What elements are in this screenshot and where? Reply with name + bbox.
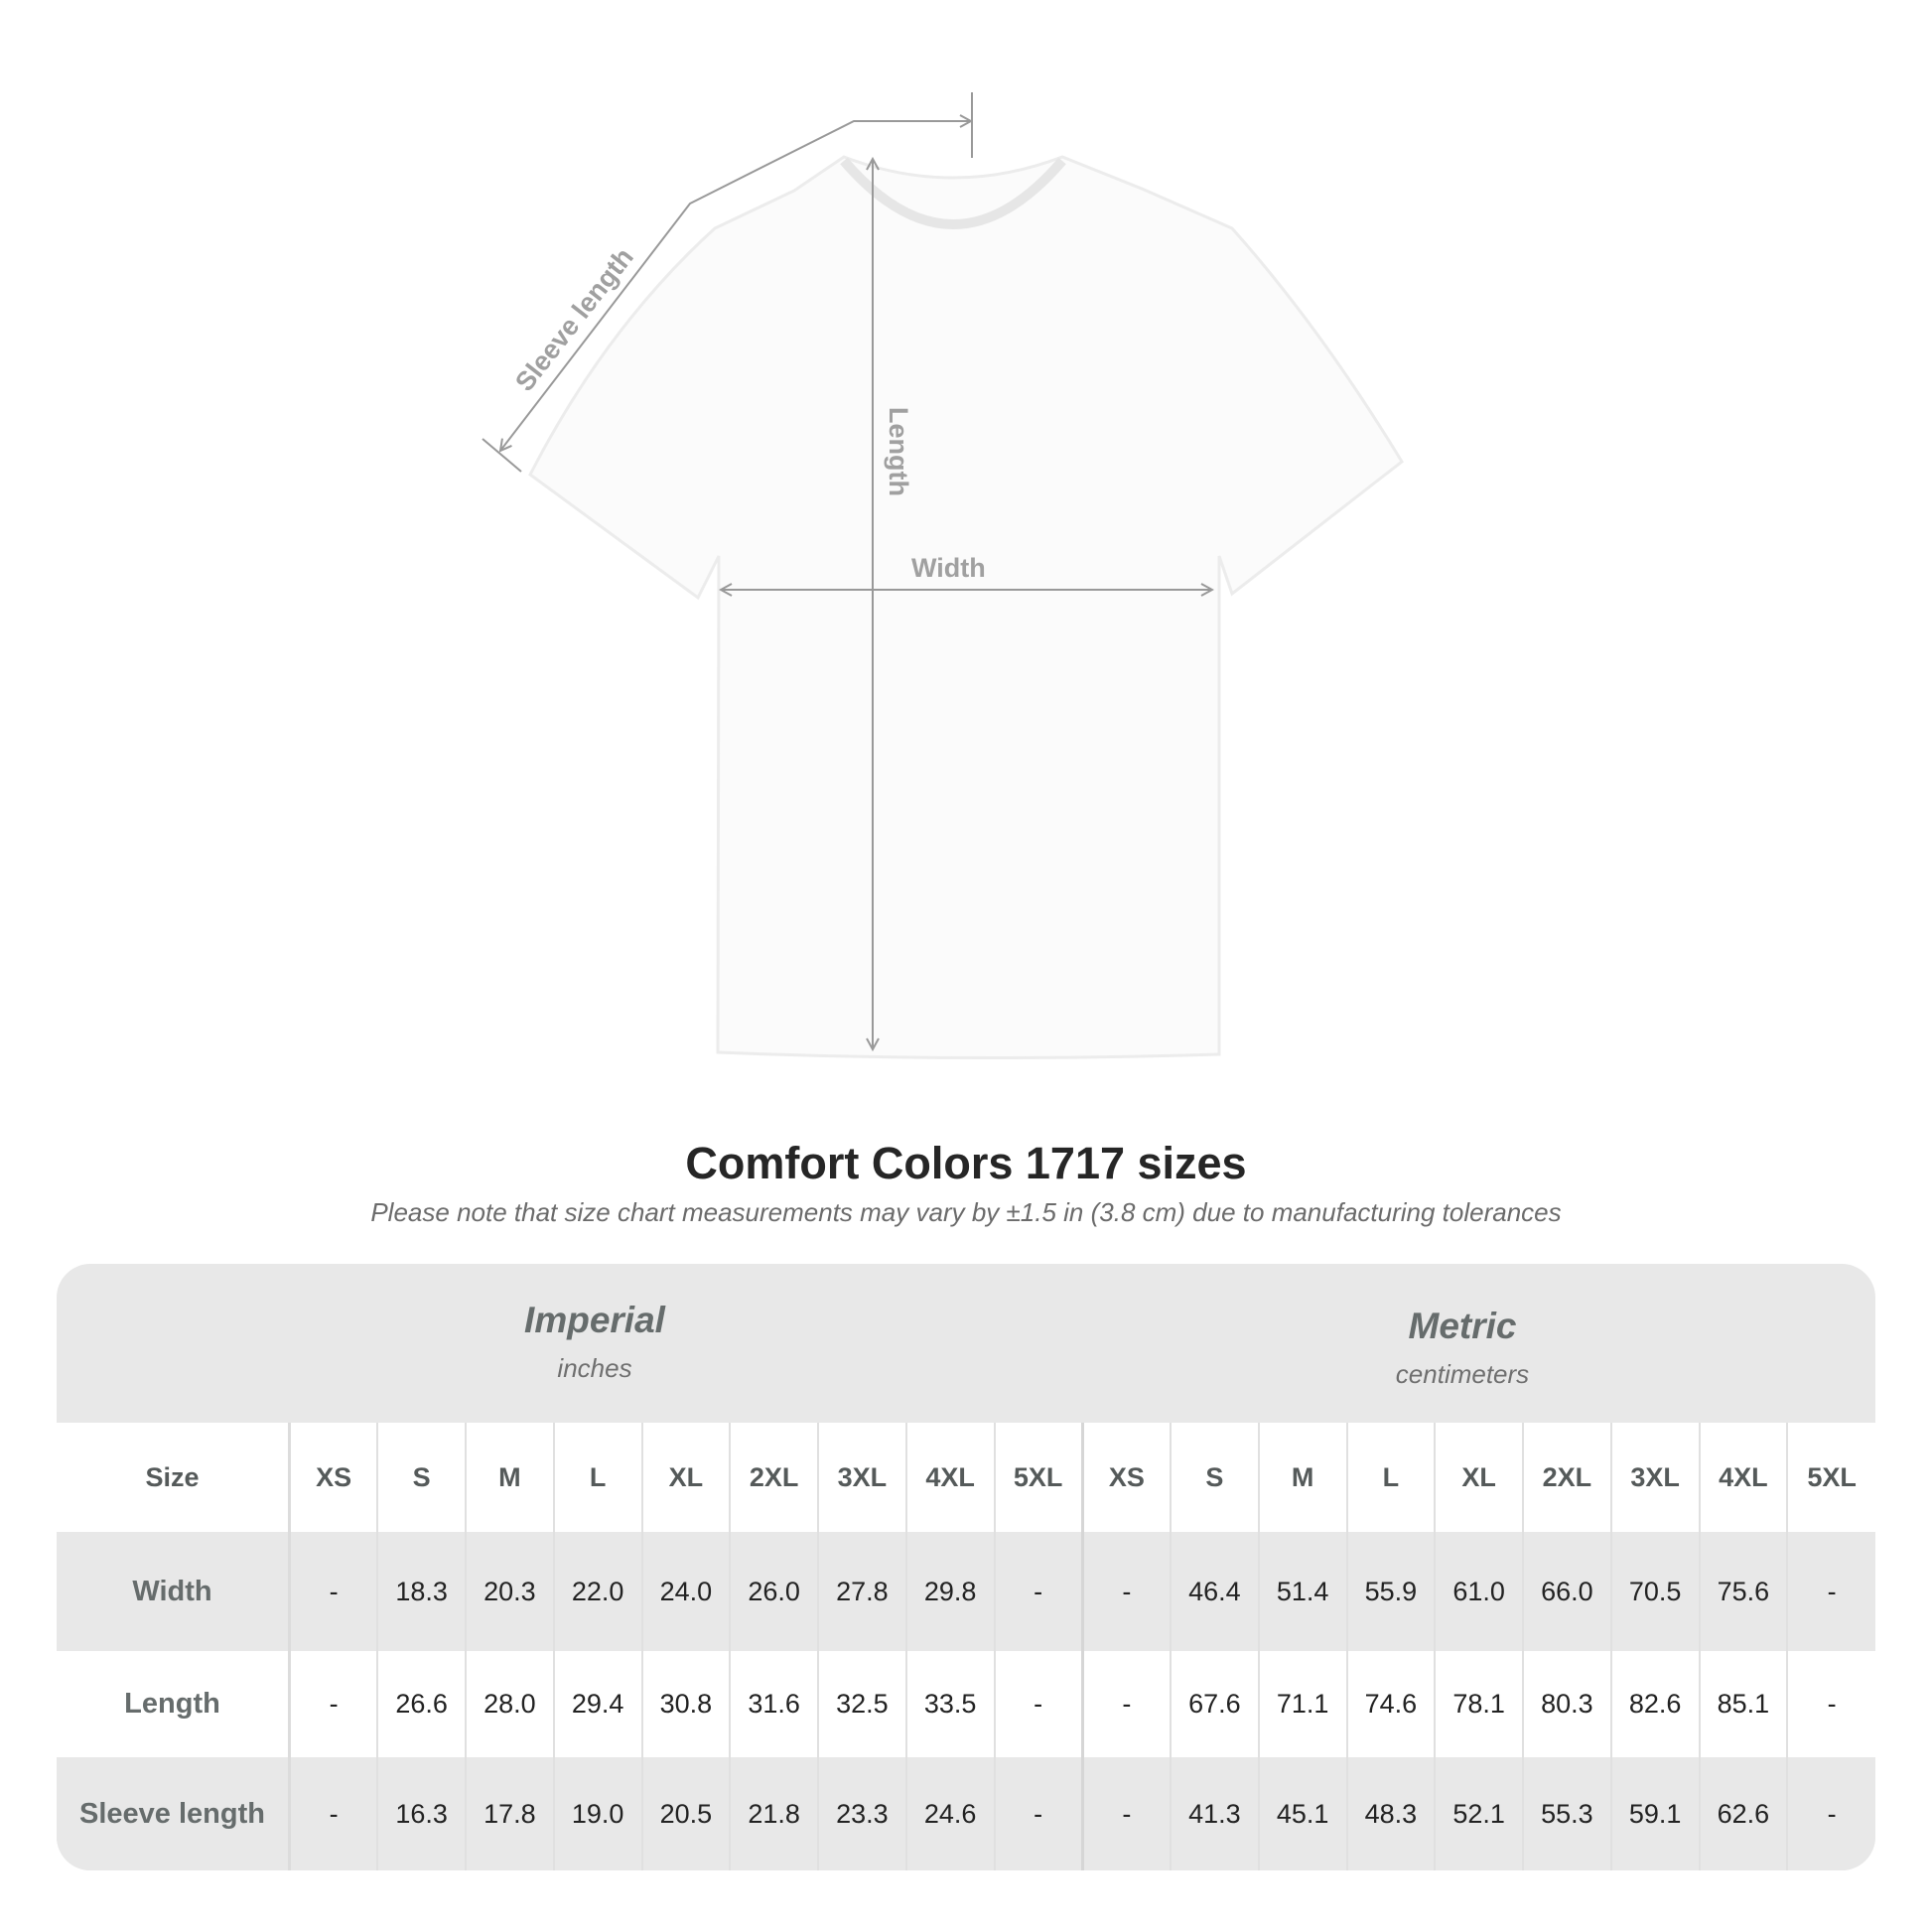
size-grid: Size XS S M L XL 2XL 3XL 4XL 5XL XS S M L XL 2XL 3XL 4XL 5… <box>57 1423 1875 1870</box>
metric-cell: 66.0 <box>1522 1532 1611 1651</box>
metric-size-header: 2XL <box>1522 1423 1611 1532</box>
size-label: Size <box>57 1423 291 1532</box>
size-table: Imperial inches Metric centimeters Size X… <box>57 1264 1875 1870</box>
imperial-cell: 19.0 <box>552 1757 642 1870</box>
row-label: Width <box>57 1532 291 1651</box>
metric-cell: 75.6 <box>1698 1532 1788 1651</box>
imperial-size-header: XL <box>640 1423 731 1532</box>
metric-size-header: S <box>1170 1423 1259 1532</box>
metric-cell: 45.1 <box>1257 1757 1347 1870</box>
metric-cell: 70.5 <box>1609 1532 1700 1651</box>
imperial-cell: - <box>288 1532 378 1651</box>
metric-cell: 82.6 <box>1609 1651 1700 1757</box>
imperial-unit: inches <box>557 1353 632 1383</box>
imperial-heading: Imperial <box>524 1300 665 1340</box>
tolerance-note: Please note that size chart measurements… <box>370 1197 1562 1227</box>
metric-cell: 51.4 <box>1257 1532 1347 1651</box>
metric-cell: 48.3 <box>1345 1757 1436 1870</box>
metric-heading: Metric <box>1408 1306 1517 1346</box>
imperial-size-header: M <box>465 1423 554 1532</box>
metric-cell: - <box>1786 1651 1875 1757</box>
metric-cell: 55.9 <box>1345 1532 1436 1651</box>
imperial-cell: - <box>993 1532 1083 1651</box>
imperial-cell: - <box>288 1651 378 1757</box>
imperial-header: Imperial inches <box>297 1300 893 1384</box>
metric-cell: 61.0 <box>1434 1532 1523 1651</box>
imperial-cell: 33.5 <box>904 1651 995 1757</box>
page-title: Comfort Colors 1717 sizes <box>685 1138 1247 1188</box>
metric-size-header: XS <box>1080 1423 1171 1532</box>
sleeve-arrow-tick-left <box>482 438 522 473</box>
tshirt-shape <box>528 155 1404 1060</box>
sleeve-arrow <box>500 121 971 451</box>
imperial-size-header: 2XL <box>729 1423 818 1532</box>
metric-cell: 85.1 <box>1698 1651 1788 1757</box>
imperial-cell: 26.0 <box>729 1532 818 1651</box>
imperial-cell: 30.8 <box>640 1651 731 1757</box>
length-label: Length <box>884 407 913 496</box>
imperial-cell: 23.3 <box>817 1757 906 1870</box>
metric-cell: 55.3 <box>1522 1757 1611 1870</box>
metric-size-header: 4XL <box>1698 1423 1788 1532</box>
imperial-cell: 29.4 <box>552 1651 642 1757</box>
metric-cell: 67.6 <box>1170 1651 1259 1757</box>
metric-size-header: 3XL <box>1609 1423 1700 1532</box>
metric-cell: - <box>1786 1757 1875 1870</box>
imperial-size-header: 3XL <box>817 1423 906 1532</box>
imperial-size-header: 5XL <box>993 1423 1083 1532</box>
imperial-cell: 32.5 <box>817 1651 906 1757</box>
table-row: Sleeve length -16.3 17.8 19.0 20.5 21.8 23.3 24… <box>57 1757 1875 1870</box>
metric-size-header: L <box>1345 1423 1436 1532</box>
table-row: Length -26.6 28.0 29.4 30.8 31.6 32.5 33.5- -67.… <box>57 1651 1875 1757</box>
imperial-cell: 17.8 <box>465 1757 554 1870</box>
imperial-size-header: XS <box>288 1423 378 1532</box>
metric-cell: 62.6 <box>1698 1757 1788 1870</box>
metric-cell: 59.1 <box>1609 1757 1700 1870</box>
size-header-row: Size XS S M L XL 2XL 3XL 4XL 5XL XS S M L XL 2XL 3XL 4XL 5… <box>57 1423 1875 1532</box>
metric-cell: - <box>1080 1532 1171 1651</box>
metric-cell: 46.4 <box>1170 1532 1259 1651</box>
table-row: Width -18.3 20.3 22.0 24.0 26.0 27.8 29.8- -46.4… <box>57 1532 1875 1651</box>
metric-cell: - <box>1786 1532 1875 1651</box>
imperial-cell: - <box>288 1757 378 1870</box>
imperial-cell: 22.0 <box>552 1532 642 1651</box>
imperial-cell: 27.8 <box>817 1532 906 1651</box>
metric-cell: 78.1 <box>1434 1651 1523 1757</box>
imperial-size-header: 4XL <box>904 1423 995 1532</box>
imperial-cell: 20.5 <box>640 1757 731 1870</box>
metric-header: Metric centimeters <box>1165 1306 1760 1390</box>
imperial-cell: - <box>993 1757 1083 1870</box>
imperial-cell: - <box>993 1651 1083 1757</box>
metric-cell: 71.1 <box>1257 1651 1347 1757</box>
metric-size-header: 5XL <box>1786 1423 1875 1532</box>
metric-size-header: M <box>1257 1423 1347 1532</box>
imperial-cell: 28.0 <box>465 1651 554 1757</box>
imperial-cell: 31.6 <box>729 1651 818 1757</box>
imperial-cell: 29.8 <box>904 1532 995 1651</box>
imperial-cell: 24.6 <box>904 1757 995 1870</box>
metric-cell: 52.1 <box>1434 1757 1523 1870</box>
imperial-cell: 24.0 <box>640 1532 731 1651</box>
row-label: Length <box>57 1651 291 1757</box>
imperial-size-header: S <box>376 1423 466 1532</box>
imperial-cell: 20.3 <box>465 1532 554 1651</box>
metric-cell: 80.3 <box>1522 1651 1611 1757</box>
imperial-size-header: L <box>552 1423 642 1532</box>
imperial-cell: 26.6 <box>376 1651 466 1757</box>
imperial-cell: 21.8 <box>729 1757 818 1870</box>
metric-cell: - <box>1080 1651 1171 1757</box>
metric-cell: 41.3 <box>1170 1757 1259 1870</box>
imperial-cell: 18.3 <box>376 1532 466 1651</box>
metric-cell: 74.6 <box>1345 1651 1436 1757</box>
metric-size-header: XL <box>1434 1423 1523 1532</box>
metric-unit: centimeters <box>1395 1359 1530 1389</box>
row-label: Sleeve length <box>57 1757 291 1870</box>
width-label: Width <box>911 553 986 583</box>
tshirt-diagram: Sleeve length Length Width <box>482 92 1404 1060</box>
imperial-cell: 16.3 <box>376 1757 466 1870</box>
metric-cell: - <box>1080 1757 1171 1870</box>
